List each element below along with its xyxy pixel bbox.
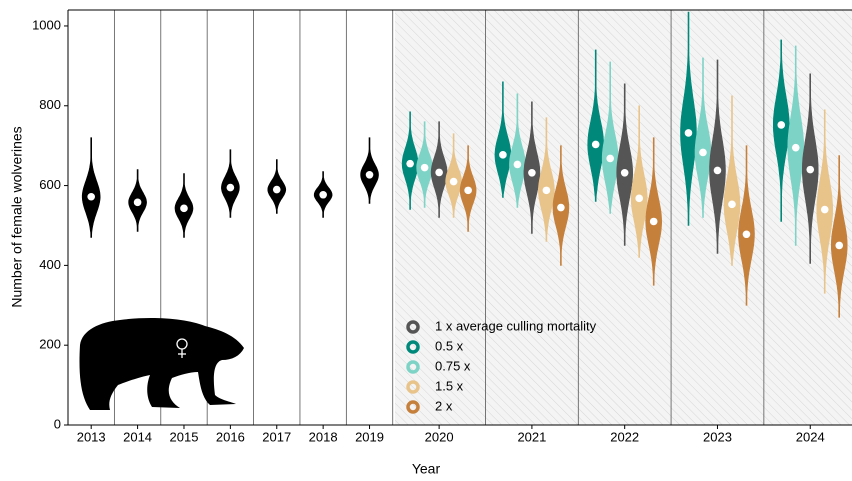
violin xyxy=(738,145,755,306)
y-tick-label: 400 xyxy=(39,257,61,272)
median-dot xyxy=(835,241,844,250)
median-dot xyxy=(133,198,142,207)
legend-swatch xyxy=(406,380,420,394)
x-tick-label: 2021 xyxy=(517,429,546,444)
violin xyxy=(630,105,648,258)
median-dot xyxy=(513,160,522,169)
median-dot xyxy=(649,217,658,226)
x-tick-label: 2022 xyxy=(610,429,639,444)
median-dot xyxy=(319,190,327,199)
x-tick-label: 2015 xyxy=(170,429,199,444)
median-dot xyxy=(272,185,281,194)
legend-label: 1.5 x xyxy=(435,378,464,393)
median-dot xyxy=(742,230,751,239)
legend-label: 0.5 x xyxy=(435,338,464,353)
violin xyxy=(816,109,833,294)
y-tick-label: 800 xyxy=(39,97,61,112)
median-dot xyxy=(87,192,95,201)
legend-swatch xyxy=(406,400,420,414)
x-tick-label: 2017 xyxy=(262,429,291,444)
median-dot xyxy=(226,183,235,192)
violin xyxy=(616,83,634,246)
median-dot xyxy=(806,165,815,174)
median-dot xyxy=(435,168,443,177)
violin xyxy=(773,39,790,222)
legend-label: 0.75 x xyxy=(435,358,471,373)
y-tick-label: 0 xyxy=(54,416,61,431)
median-dot xyxy=(620,169,629,177)
x-tick-label: 2018 xyxy=(309,429,338,444)
violin xyxy=(645,137,663,286)
median-dot xyxy=(684,129,693,137)
median-dot xyxy=(699,148,707,157)
median-dot xyxy=(635,194,643,203)
median-dot xyxy=(791,143,800,152)
violin xyxy=(831,155,848,318)
median-dot xyxy=(528,169,536,177)
median-dot xyxy=(777,121,786,129)
median-dot xyxy=(820,205,829,214)
x-tick-label: 2019 xyxy=(355,429,384,444)
violin xyxy=(81,137,101,238)
plot-area xyxy=(81,10,848,425)
median-dot xyxy=(449,177,458,186)
legend-label: 1 x average culling mortality xyxy=(435,318,597,333)
violin xyxy=(709,59,726,254)
median-dot xyxy=(542,186,551,195)
y-tick-label: 200 xyxy=(39,337,61,352)
median-dot xyxy=(180,204,188,213)
legend-swatch xyxy=(406,320,420,334)
x-tick-label: 2013 xyxy=(77,429,106,444)
legend-swatch xyxy=(406,340,420,354)
median-dot xyxy=(557,203,565,212)
x-tick-label: 2023 xyxy=(703,429,732,444)
violin xyxy=(723,95,741,266)
median-dot xyxy=(420,163,429,172)
median-dot xyxy=(365,171,374,179)
y-tick-label: 600 xyxy=(39,177,61,192)
median-dot xyxy=(713,166,722,175)
median-dot xyxy=(591,140,600,149)
median-dot xyxy=(728,200,736,209)
y-axis-label: Number of female wolverines xyxy=(9,126,25,307)
x-tick-label: 2024 xyxy=(796,429,825,444)
x-tick-label: 2020 xyxy=(425,429,454,444)
x-axis-label: Year xyxy=(412,461,441,477)
legend-swatch xyxy=(406,360,420,374)
median-dot xyxy=(606,154,614,163)
violin xyxy=(523,101,541,234)
median-dot xyxy=(406,159,414,168)
legend-label: 2 x xyxy=(435,398,453,413)
median-dot xyxy=(464,186,472,195)
violin xyxy=(221,149,240,218)
x-tick-label: 2014 xyxy=(123,429,152,444)
x-tick-label: 2016 xyxy=(216,429,245,444)
median-dot xyxy=(499,151,507,159)
y-tick-label: 1000 xyxy=(32,17,61,32)
wolverine-silhouette xyxy=(79,318,245,410)
violin xyxy=(360,137,379,204)
